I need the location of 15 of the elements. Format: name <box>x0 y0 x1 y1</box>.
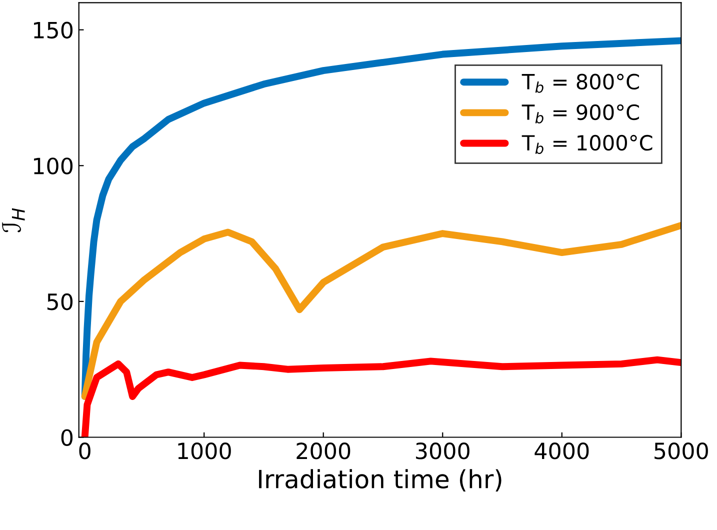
x-tick-label: 3000 <box>416 442 470 460</box>
y-tick-label: 150 <box>34 22 73 39</box>
x-tick-label: 0 <box>79 442 90 460</box>
y-tick-label: 50 <box>47 293 73 310</box>
x-tick-label: 2000 <box>296 442 350 460</box>
x-tick-label: 5000 <box>654 442 708 460</box>
legend-label: T$_{b}$ = 800°C <box>522 74 639 93</box>
legend-label: T$_{b}$ = 1000°C <box>522 134 652 154</box>
x-axis-title: Irradiation time (hr) <box>259 469 502 492</box>
x-tick-label: 4000 <box>534 442 589 460</box>
y-axis-title: ℐ$_{H}$ <box>2 208 25 232</box>
y-tick-label: 100 <box>34 158 73 174</box>
x-tick-label: 1000 <box>178 442 231 460</box>
legend-label: T$_{b}$ = 900°C <box>522 104 639 124</box>
y-tick-label: 0 <box>61 429 73 446</box>
